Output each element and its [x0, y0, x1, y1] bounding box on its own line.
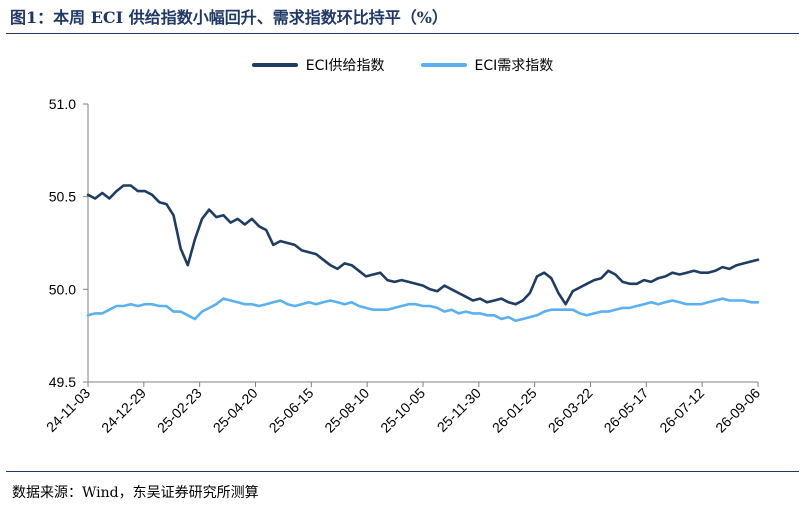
series-line-demand: [86, 297, 760, 323]
y-tick-label: 50.0: [49, 281, 76, 297]
x-tick-label: 26-03-22: [545, 385, 596, 436]
chart-legend: ECI供给指数 ECI需求指数: [0, 55, 805, 75]
legend-swatch-supply: [251, 63, 298, 67]
legend-swatch-demand: [420, 63, 467, 67]
series-line-supply: [86, 184, 760, 306]
x-tick-label: 25-04-20: [210, 385, 261, 436]
x-tick-label: 26-07-12: [656, 385, 707, 436]
x-tick-label: 25-08-10: [321, 385, 372, 436]
legend-label-supply: ECI供给指数: [305, 58, 385, 74]
source-rule: [6, 471, 799, 472]
x-tick-label: 25-10-05: [377, 385, 428, 436]
y-tick-label: 49.5: [49, 374, 76, 390]
y-tick-label: 50.5: [49, 189, 76, 205]
x-tick-label: 26-05-17: [601, 385, 652, 436]
line-chart: 49.5 50.0 50.5 51.0 24-11-03 24-12-29 25-02-23…: [43, 96, 763, 436]
x-tick-label: 25-02-23: [154, 385, 205, 436]
x-tick-label: 25-06-15: [266, 385, 317, 436]
legend-item-demand: ECI需求指数: [420, 55, 554, 75]
title-rule: [6, 33, 799, 34]
x-tick-label: 24-12-29: [98, 385, 149, 436]
x-tick-label: 25-11-30: [434, 385, 484, 435]
legend-item-supply: ECI供给指数: [251, 55, 385, 75]
x-tick-label: 24-11-03: [43, 385, 93, 435]
source-note: 数据来源：Wind，东吴证券研究所测算: [12, 485, 259, 501]
x-tick-label: 26-01-25: [489, 385, 540, 436]
y-tick-label: 51.0: [49, 96, 76, 112]
figure-title: 图1：本周 ECI 供给指数小幅回升、需求指数环比持平（%）: [10, 8, 448, 27]
legend-label-demand: ECI需求指数: [474, 58, 554, 74]
x-tick-label: 26-09-06: [712, 385, 763, 436]
